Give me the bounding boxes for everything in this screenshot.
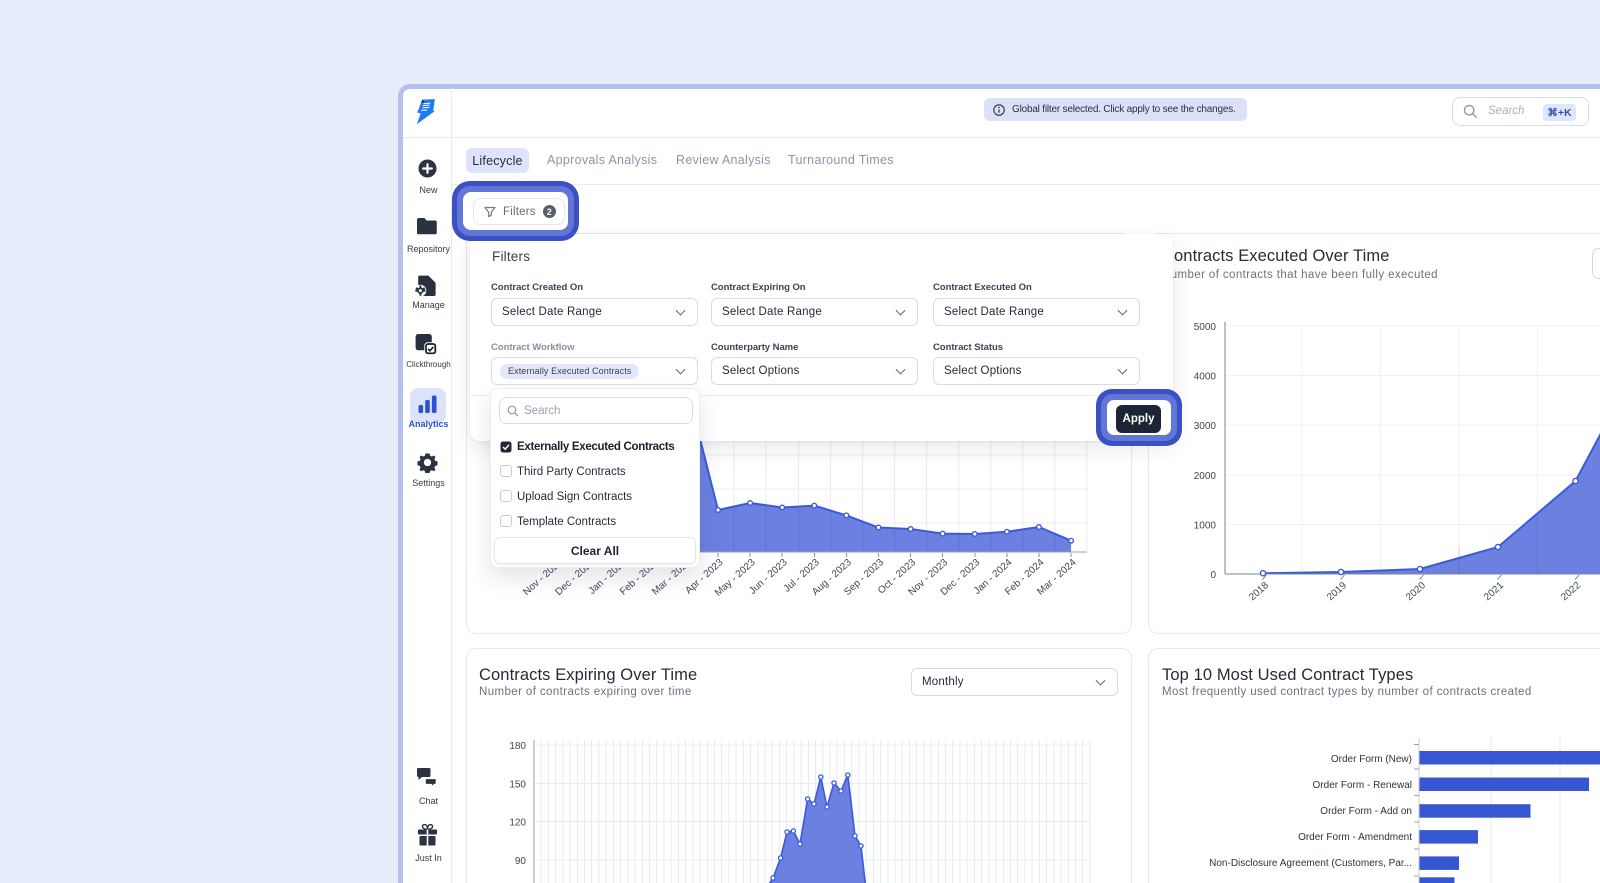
svg-text:2021: 2021 — [1482, 580, 1506, 603]
svg-text:90: 90 — [515, 856, 527, 867]
svg-text:5000: 5000 — [1194, 322, 1217, 333]
svg-text:3000: 3000 — [1194, 421, 1217, 432]
svg-text:150: 150 — [509, 779, 526, 790]
svg-text:Non-Disclosure Agreement (Cust: Non-Disclosure Agreement (Customers, Par… — [1209, 858, 1412, 869]
svg-text:2020: 2020 — [1404, 580, 1428, 603]
svg-text:180: 180 — [509, 741, 526, 752]
svg-text:Order Form (New): Order Form (New) — [1331, 754, 1412, 765]
svg-text:1000: 1000 — [1194, 520, 1217, 531]
svg-text:Order Form - Add on: Order Form - Add on — [1320, 806, 1412, 817]
svg-text:2022: 2022 — [1559, 580, 1583, 603]
svg-text:Order Form - Amendment: Order Form - Amendment — [1298, 832, 1412, 843]
svg-text:0: 0 — [1210, 570, 1216, 581]
svg-text:Order Form - Renewal: Order Form - Renewal — [1313, 780, 1412, 791]
svg-text:4000: 4000 — [1194, 372, 1217, 383]
svg-text:2019: 2019 — [1325, 580, 1349, 603]
svg-text:120: 120 — [509, 818, 526, 829]
svg-text:2018: 2018 — [1247, 580, 1271, 603]
svg-text:2000: 2000 — [1194, 471, 1217, 482]
